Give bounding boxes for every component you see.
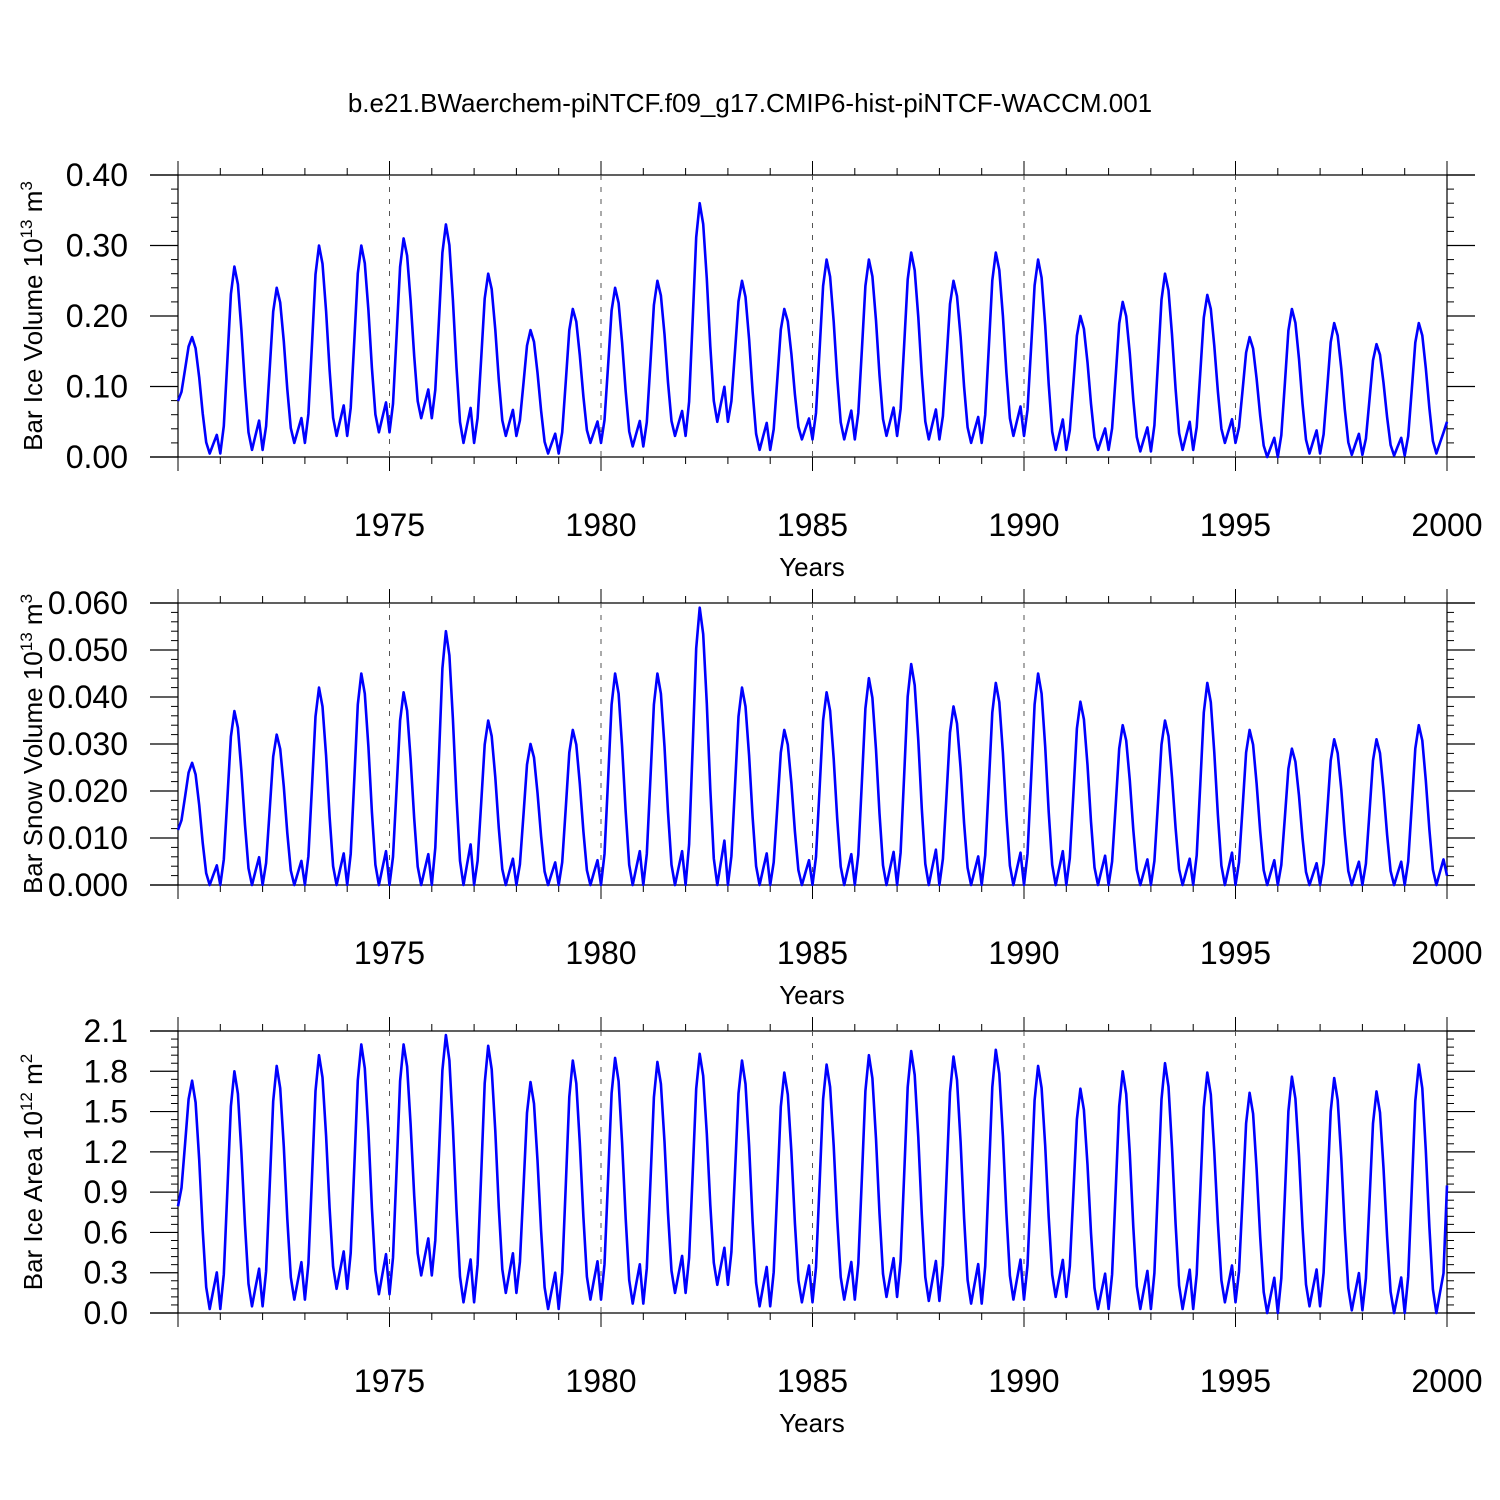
y-tick-label: 0.010 — [48, 820, 128, 856]
y-tick-label: 0.040 — [48, 679, 128, 715]
y-tick-label: 1.2 — [84, 1134, 128, 1170]
x-tick-label-1995: 1995 — [1200, 507, 1271, 543]
y-tick-label: 0.000 — [48, 867, 128, 903]
y-tick-label: 0.20 — [66, 298, 128, 334]
y-axis-label: Bar Ice Area 1012 m2 — [17, 1054, 48, 1291]
y-tick-label: 0.060 — [48, 585, 128, 621]
x-tick-label-1980: 1980 — [565, 507, 636, 543]
series-line-1 — [176, 1033, 1449, 1315]
series-line-1 — [176, 201, 1449, 459]
y-tick-label: 0.10 — [66, 369, 128, 405]
y-tick-label: 0.6 — [84, 1214, 128, 1250]
y-tick-label: 0.050 — [48, 632, 128, 668]
x-tick-label-1975: 1975 — [354, 507, 425, 543]
y-axis-label: Bar Snow Volume 1013 m3 — [17, 594, 48, 894]
x-tick-label-1990: 1990 — [988, 507, 1059, 543]
panel-1: 0.00 0.10 0.20 0.30 0.40 1975 1980 1985 1990 1995… — [17, 157, 1483, 582]
y-tick-label: 0.30 — [66, 228, 128, 264]
x-tick-label-1990: 1990 — [988, 1363, 1059, 1399]
x-tick-label-1985: 1985 — [777, 507, 848, 543]
series-line-1 — [176, 606, 1449, 887]
y-tick-label: 1.8 — [84, 1053, 128, 1089]
x-tick-label-2000: 2000 — [1411, 507, 1482, 543]
panel-3: 0.0 0.3 0.6 0.9 1.2 1.5 1.8 2.1 1975 1980 1985 1990… — [17, 1013, 1483, 1438]
y-tick-label: 0.00 — [66, 439, 128, 475]
y-tick-label: 0.020 — [48, 773, 128, 809]
x-tick-label-1975: 1975 — [354, 1363, 425, 1399]
y-tick-label: 0.0 — [84, 1295, 128, 1331]
y-tick-label: 0.9 — [84, 1174, 128, 1210]
x-axis-label: Years — [779, 552, 845, 582]
y-axis-label: Bar Ice Volume 1013 m3 — [17, 181, 48, 451]
y-tick-label: 1.5 — [84, 1094, 128, 1130]
figure-title: b.e21.BWaerchem-piNTCF.f09_g17.CMIP6-his… — [348, 88, 1152, 118]
x-tick-label-1980: 1980 — [565, 1363, 636, 1399]
x-tick-label-2000: 2000 — [1411, 1363, 1482, 1399]
x-axis-label: Years — [779, 980, 845, 1010]
x-tick-label-1995: 1995 — [1200, 935, 1271, 971]
y-tick-label: 2.1 — [84, 1013, 128, 1049]
y-tick-label: 0.3 — [84, 1255, 128, 1291]
y-tick-label: 0.030 — [48, 726, 128, 762]
panel-2: 0.000 0.010 0.020 0.030 0.040 0.050 0.060 1975 1… — [17, 585, 1483, 1010]
x-tick-label-1985: 1985 — [777, 1363, 848, 1399]
x-tick-label-1975: 1975 — [354, 935, 425, 971]
panels: 0.00 0.10 0.20 0.30 0.40 1975 1980 1985 1990 1995… — [17, 157, 1483, 1438]
x-tick-label-2000: 2000 — [1411, 935, 1482, 971]
x-tick-label-1995: 1995 — [1200, 1363, 1271, 1399]
y-tick-label: 0.40 — [66, 157, 128, 193]
x-axis-label: Years — [779, 1408, 845, 1438]
x-tick-label-1990: 1990 — [988, 935, 1059, 971]
x-tick-label-1980: 1980 — [565, 935, 636, 971]
x-tick-label-1985: 1985 — [777, 935, 848, 971]
